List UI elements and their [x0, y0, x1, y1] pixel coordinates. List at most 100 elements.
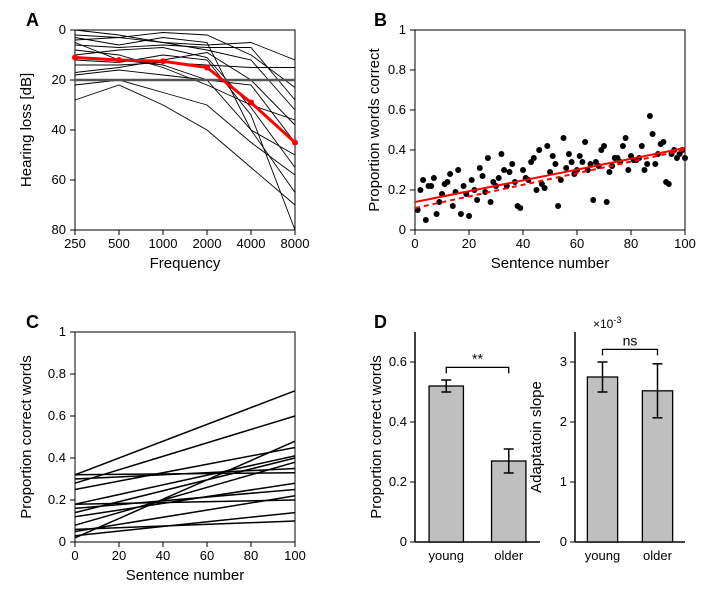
mean-marker: [160, 58, 166, 64]
y-label: Proportion words correct: [366, 47, 383, 211]
scatter-point: [569, 159, 575, 165]
scatter-point: [485, 155, 491, 161]
scatter-point: [434, 211, 440, 217]
scatter-point: [428, 183, 434, 189]
x-tick: 60: [570, 236, 584, 251]
y-tick: 0: [560, 534, 567, 549]
x-tick: 250: [64, 236, 86, 251]
scatter-point: [517, 205, 523, 211]
mean-marker: [116, 57, 122, 63]
scatter-point: [652, 161, 658, 167]
x-tick: young: [429, 548, 464, 563]
y-tick: 0.6: [388, 102, 406, 117]
scatter-point: [488, 199, 494, 205]
y-tick: 0.2: [389, 474, 407, 489]
y-tick: 0.6: [48, 408, 66, 423]
y-tick: 80: [52, 222, 66, 237]
scatter-point: [561, 135, 567, 141]
scatter-point: [520, 167, 526, 173]
bar: [587, 377, 617, 542]
x-tick: 2000: [193, 236, 222, 251]
x-label: Sentence number: [491, 255, 609, 272]
scatter-point: [447, 171, 453, 177]
scatter-point: [542, 185, 548, 191]
scatter-point: [474, 197, 480, 203]
scatter-point: [682, 155, 688, 161]
x-tick: older: [643, 548, 673, 563]
y-tick: 1: [59, 324, 66, 339]
x-tick: 60: [200, 548, 214, 563]
scatter-point: [555, 203, 561, 209]
scatter-point: [423, 217, 429, 223]
scatter-point: [466, 213, 472, 219]
y-label: Proportion correct words: [368, 355, 385, 518]
x-tick: 0: [71, 548, 78, 563]
x-tick: 20: [112, 548, 126, 563]
y-tick: 0.4: [48, 450, 66, 465]
scatter-point: [582, 139, 588, 145]
scatter-point: [650, 131, 656, 137]
scatter-point: [534, 187, 540, 193]
y-tick: 0: [399, 222, 406, 237]
scatter-point: [566, 151, 572, 157]
y-tick: 0.8: [388, 62, 406, 77]
scatter-point: [531, 155, 537, 161]
y-tick: 0: [59, 534, 66, 549]
x-tick: 1000: [149, 236, 178, 251]
scatter-point: [579, 159, 585, 165]
scatter-point: [507, 169, 513, 175]
y-tick: 0.2: [388, 182, 406, 197]
y-tick: 2: [560, 414, 567, 429]
scatter-point: [480, 173, 486, 179]
x-label: Frequency: [150, 255, 221, 272]
scatter-point: [590, 197, 596, 203]
subject-fit-line: [75, 391, 295, 475]
x-tick: 500: [108, 236, 130, 251]
x-tick: 100: [674, 236, 696, 251]
sig-bracket: [446, 367, 509, 373]
scatter-point: [625, 167, 631, 173]
x-tick: 80: [244, 548, 258, 563]
y-label: Proportion correct words: [18, 355, 35, 518]
x-tick: 0: [411, 236, 418, 251]
y-tick: 20: [52, 72, 66, 87]
y-tick: 1: [399, 22, 406, 37]
scatter-point: [536, 147, 542, 153]
y-label: Adaptatoin slope: [528, 381, 545, 493]
subject-line: [75, 30, 295, 110]
subject-line: [75, 38, 295, 156]
scatter-point: [509, 161, 515, 167]
scatter-point: [563, 165, 569, 171]
scatter-point: [623, 135, 629, 141]
y-tick: 40: [52, 122, 66, 137]
scatter-point: [644, 161, 650, 167]
scatter-point: [420, 177, 426, 183]
x-label: Sentence number: [126, 567, 244, 584]
scatter-point: [601, 143, 607, 149]
scatter-point: [496, 175, 502, 181]
panel-label: C: [26, 312, 39, 332]
mean-marker: [204, 65, 210, 71]
subject-line: [75, 80, 295, 175]
y-tick: 1: [560, 474, 567, 489]
scatter-point: [604, 199, 610, 205]
scatter-point: [455, 167, 461, 173]
mean-marker: [72, 55, 78, 61]
y-tick: 60: [52, 172, 66, 187]
scatter-point: [469, 177, 475, 183]
scatter-point: [660, 139, 666, 145]
scatter-point: [458, 211, 464, 217]
scatter-point: [544, 143, 550, 149]
y-tick: 0.6: [389, 354, 407, 369]
y-tick: 3: [560, 354, 567, 369]
scatter-point: [501, 167, 507, 173]
figure-svg: 2505001000200040008000020406080Frequency…: [0, 0, 709, 597]
y-tick: 0.4: [389, 414, 407, 429]
y-exponent: ×10-3: [593, 315, 621, 331]
x-tick: young: [585, 548, 620, 563]
scatter-point: [461, 183, 467, 189]
y-tick: 0.4: [388, 142, 406, 157]
fit-line-dashed: [415, 150, 685, 208]
y-tick: 0.8: [48, 366, 66, 381]
subject-fit-line: [75, 490, 295, 509]
